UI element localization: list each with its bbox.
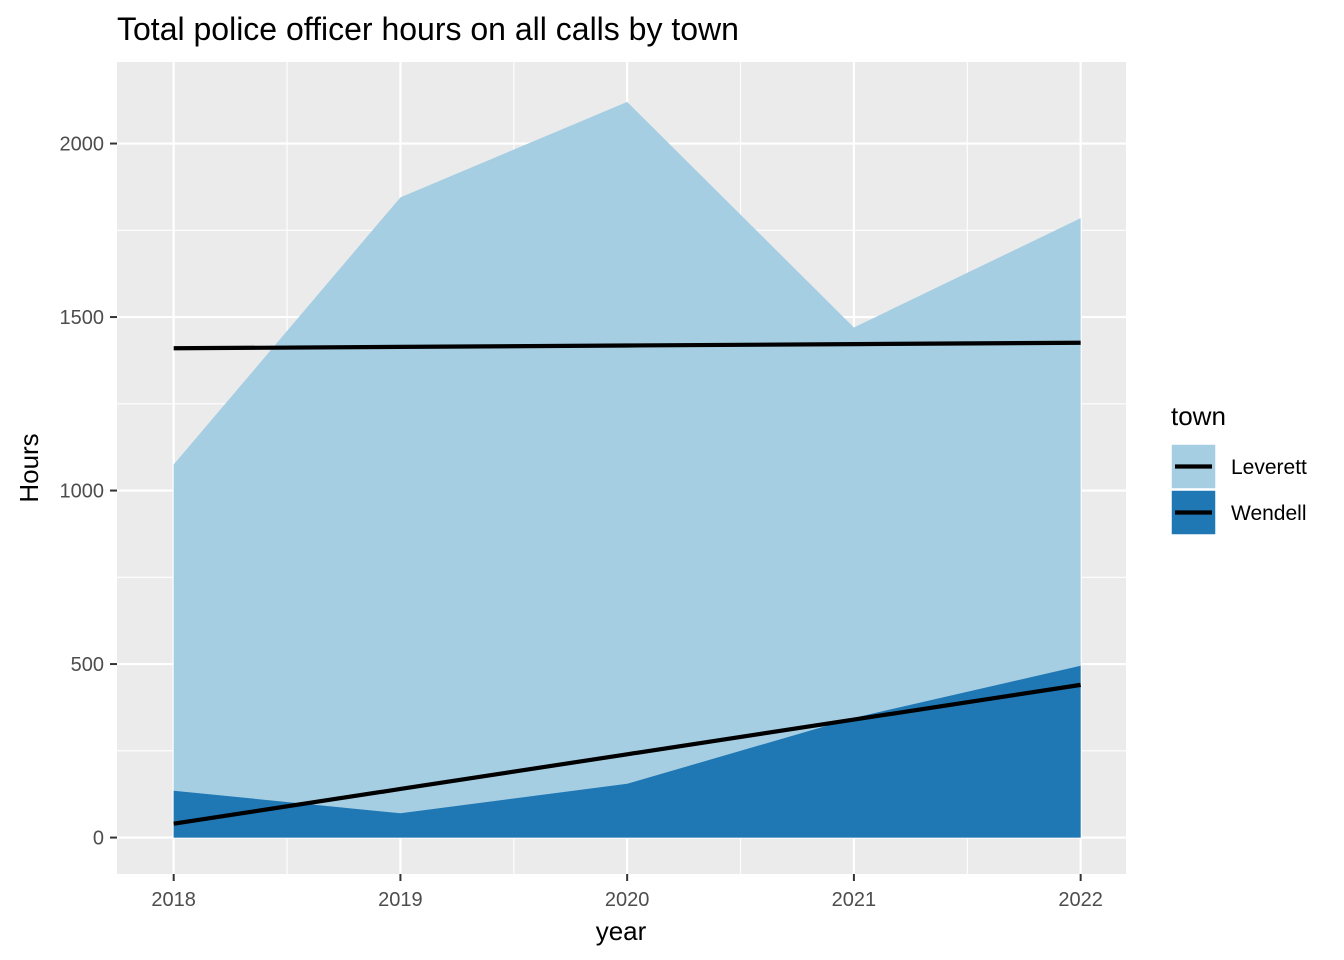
y-axis-title: Hours (14, 433, 44, 502)
y-tick-label: 1000 (60, 481, 105, 503)
leverett-area (173, 101, 1081, 838)
y-tick-label: 500 (71, 654, 104, 676)
x-tick-label: 2021 (832, 889, 877, 911)
legend-title: town (1171, 401, 1226, 431)
leverett-trend-line (173, 340, 1081, 351)
x-axis-title: year (596, 916, 647, 946)
y-tick-label: 0 (93, 828, 104, 850)
trend-lines (173, 340, 1081, 826)
legend-label-leverett: Leverett (1231, 456, 1307, 479)
wendell-trend-line (173, 682, 1081, 826)
area-layers (173, 101, 1081, 838)
y-axis: 0 500 1000 1500 2000 (60, 134, 117, 850)
x-tick-label: 2020 (605, 889, 650, 911)
y-tick-label: 2000 (60, 134, 105, 156)
wendell-area (173, 665, 1081, 838)
legend-label-wendell: Wendell (1231, 502, 1307, 525)
legend: town Leverett Wendell (1170, 401, 1307, 536)
x-tick-label: 2022 (1058, 889, 1103, 911)
chart-title: Total police officer hours on all calls … (117, 11, 739, 47)
x-tick-label: 2018 (151, 889, 196, 911)
x-axis: 2018 2019 2020 2021 2022 (151, 874, 1103, 911)
y-tick-label: 1500 (60, 307, 105, 329)
x-tick-label: 2019 (378, 889, 423, 911)
